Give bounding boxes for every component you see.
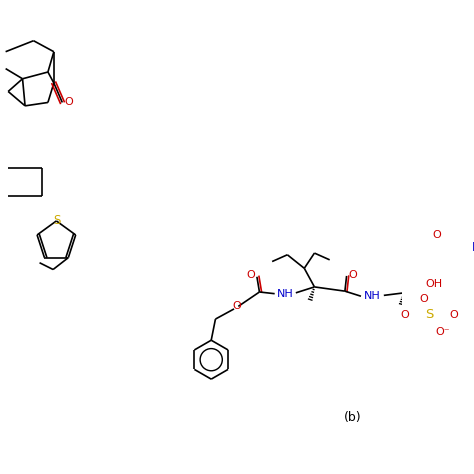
Text: S: S <box>425 309 434 321</box>
Text: O⁻: O⁻ <box>435 327 449 337</box>
Text: NH: NH <box>364 291 380 301</box>
Text: O: O <box>246 270 255 280</box>
Text: O: O <box>348 270 357 280</box>
Text: (b): (b) <box>344 410 361 424</box>
Text: O: O <box>450 310 458 320</box>
Text: O: O <box>232 301 241 310</box>
Text: O: O <box>64 98 73 108</box>
Text: S: S <box>54 214 61 227</box>
Text: OH: OH <box>425 279 442 289</box>
Text: O: O <box>401 310 410 320</box>
Text: N: N <box>472 241 474 255</box>
Text: O: O <box>432 230 441 240</box>
Text: O: O <box>419 294 428 304</box>
Text: NH: NH <box>276 289 293 299</box>
Polygon shape <box>404 268 423 293</box>
